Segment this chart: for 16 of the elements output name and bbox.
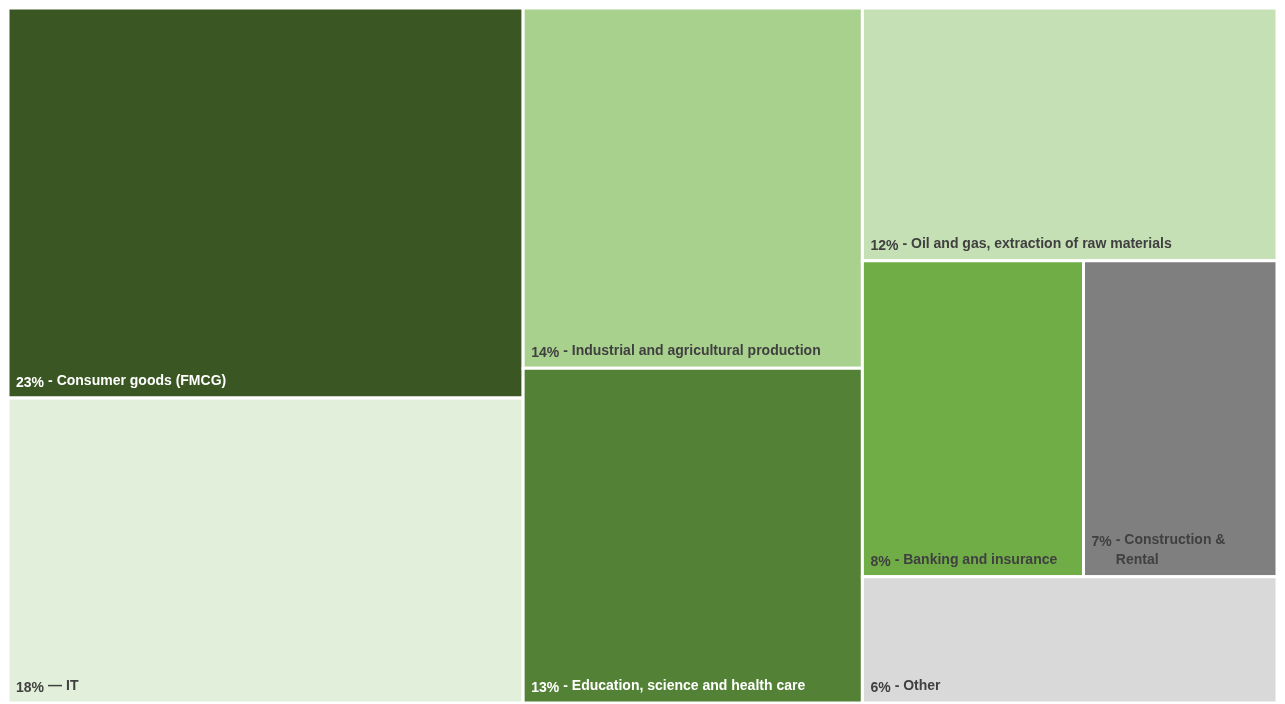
category-label: - Banking and insurance — [894, 550, 1058, 567]
data-label: 7% — [1091, 532, 1113, 549]
data-label: 13% — [531, 679, 560, 695]
data-label: 23% — [16, 373, 45, 390]
category-label: - Oil and gas, extraction of raw materials — [902, 234, 1172, 251]
category-label: — IT — [48, 677, 79, 693]
category-label: - Education, science and health care — [563, 677, 806, 693]
data-label: 14% — [531, 344, 560, 361]
category-label: - Consumer goods (FMCG) — [48, 371, 227, 388]
category-label: - Construction & Rental — [1115, 530, 1226, 567]
category-label: - Industrial and agricultural production — [563, 342, 821, 359]
data-label: 18% — [16, 679, 45, 695]
data-label: 12% — [870, 236, 899, 253]
data-label: 8% — [870, 552, 892, 569]
data-label: 6% — [870, 679, 892, 695]
category-label: - Other — [894, 677, 942, 693]
